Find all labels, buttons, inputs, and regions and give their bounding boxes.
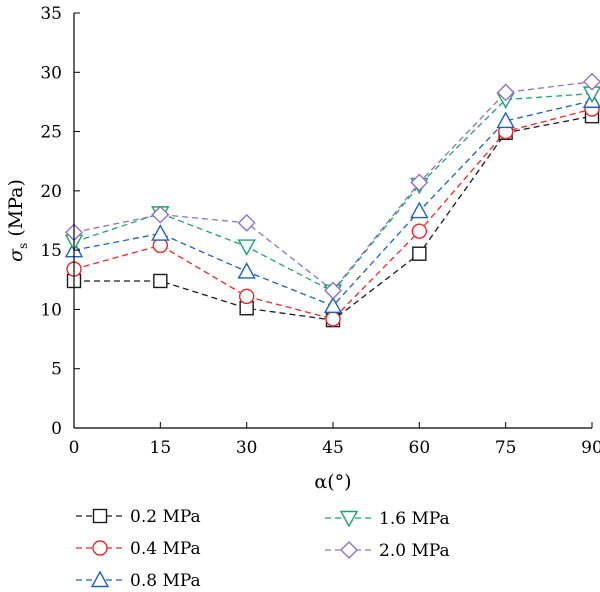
data-point-s5-7 xyxy=(583,72,600,91)
legend-label-3: 0.8 MPa xyxy=(130,571,201,591)
axes: 0 15 30 45 60 75 90 0 5 10 15 20 25 30 35 α(°) σs (MPa) xyxy=(5,4,600,493)
y-axis-label: σs (MPa) xyxy=(5,179,30,262)
x-tick-label: 60 xyxy=(409,438,431,458)
data-point-s2-5 xyxy=(411,223,428,239)
legend-marker-3 xyxy=(90,570,110,588)
legend: 0.2 MPa 0.4 MPa 0.8 MPa 1.6 MPa 2.0 MPa xyxy=(76,507,450,591)
x-tick-label: 75 xyxy=(495,438,517,458)
data-point-s3-4 xyxy=(323,296,343,314)
data-point-s5-3 xyxy=(237,213,256,232)
y-tick-label: 5 xyxy=(51,360,62,380)
x-tick-label: 0 xyxy=(69,438,80,458)
data-point-s3-2 xyxy=(151,224,170,241)
series-line-5 xyxy=(73,81,593,292)
y-tick-label: 35 xyxy=(40,4,62,24)
y-tick-label: 0 xyxy=(51,419,62,439)
y-tick-label: 15 xyxy=(40,241,62,261)
data-point-s3-3 xyxy=(237,262,256,279)
x-tick-label: 90 xyxy=(581,438,600,458)
data-point-s2-3 xyxy=(238,288,255,305)
x-tick-label: 30 xyxy=(236,438,258,458)
data-point-s5-2 xyxy=(151,205,170,224)
data-point-s1-5 xyxy=(412,246,427,261)
data-point-s5-4 xyxy=(324,281,342,300)
plot-area xyxy=(64,72,600,328)
data-point-s3-5 xyxy=(410,201,429,219)
x-axis-label: α(°) xyxy=(314,471,351,493)
legend-marker-5 xyxy=(340,541,358,559)
series-line-4 xyxy=(73,92,593,293)
legend-marker-4 xyxy=(339,510,359,528)
legend-label-5: 2.0 MPa xyxy=(379,541,450,561)
legend-marker-2 xyxy=(92,540,108,556)
legend-label-2: 0.4 MPa xyxy=(130,539,201,559)
legend-marker-1 xyxy=(92,508,108,524)
x-tick-label: 45 xyxy=(322,438,344,458)
y-tick-label: 30 xyxy=(40,63,62,83)
data-point-s5-6 xyxy=(496,83,515,102)
y-tick-label: 20 xyxy=(40,182,62,202)
data-point-s5-5 xyxy=(410,173,429,192)
legend-label-4: 1.6 MPa xyxy=(379,509,450,529)
data-point-s3-6 xyxy=(496,111,515,129)
y-tick-label: 25 xyxy=(40,123,62,143)
data-point-s2-4 xyxy=(325,311,341,327)
data-point-s1-2 xyxy=(153,273,168,289)
y-tick-label: 10 xyxy=(40,300,62,320)
data-point-s4-3 xyxy=(237,239,256,257)
legend-label-1: 0.2 MPa xyxy=(130,507,201,527)
x-tick-label: 15 xyxy=(150,438,172,458)
